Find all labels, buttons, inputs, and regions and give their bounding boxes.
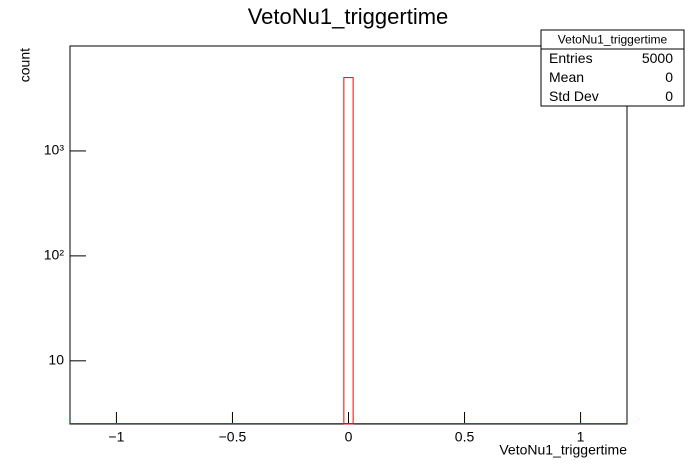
stats-title: VetoNu1_triggertime (558, 33, 668, 47)
y-tick-label: 10³ (44, 142, 65, 158)
chart-title: VetoNu1_triggertime (248, 4, 449, 29)
histogram-bar (343, 77, 354, 425)
stats-value: 5000 (642, 50, 673, 66)
y-axis-title: count (17, 48, 33, 82)
x-tick-label: 0.5 (455, 429, 475, 445)
stats-label: Std Dev (549, 88, 599, 104)
x-tick-label: −0.5 (219, 429, 247, 445)
x-tick-label: 0 (345, 429, 353, 445)
x-tick-label: −1 (108, 429, 124, 445)
stats-value: 0 (665, 69, 673, 85)
stats-label: Entries (549, 50, 593, 66)
stats-value: 0 (665, 88, 673, 104)
stats-box (540, 29, 685, 107)
stats-label: Mean (549, 69, 584, 85)
x-axis-title: VetoNu1_triggertime (499, 442, 627, 458)
y-tick-label: 10² (44, 247, 65, 263)
y-tick-label: 10 (48, 352, 64, 368)
x-tick-label: 1 (577, 429, 585, 445)
